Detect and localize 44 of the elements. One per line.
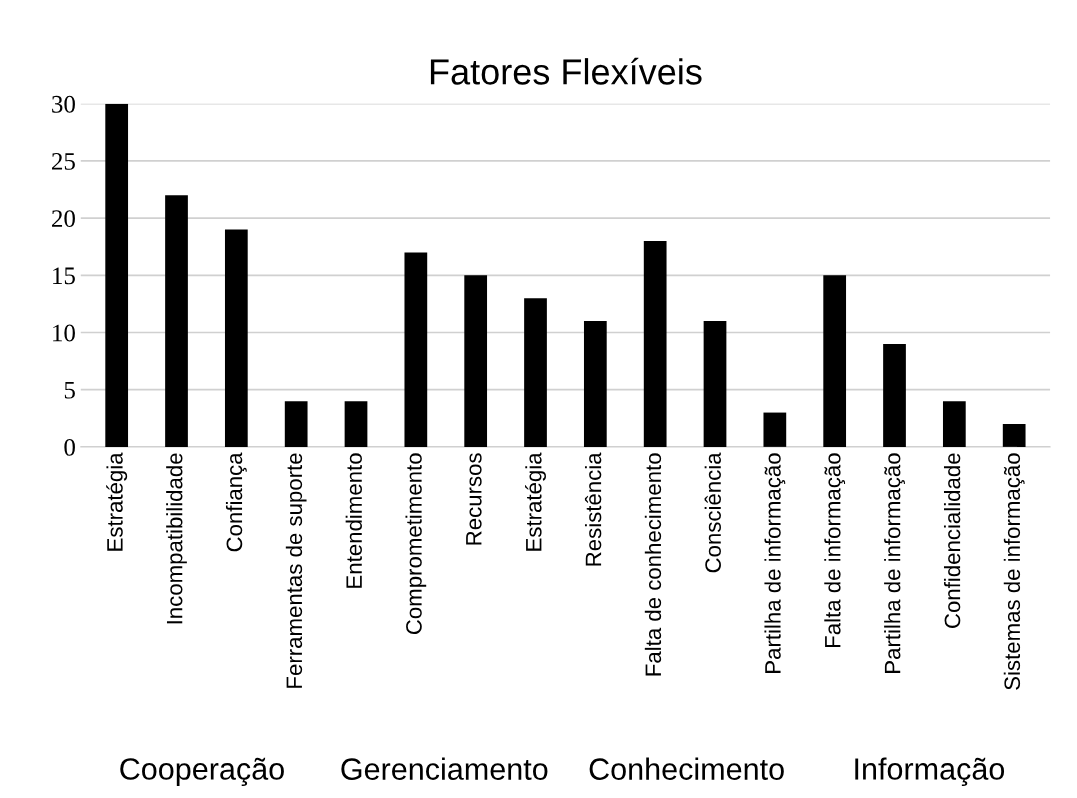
y-tick-label: 20 [52,210,75,228]
x-tick-label: Comprometimento [405,453,427,635]
bar [763,412,787,447]
bar [404,252,428,447]
x-tick-label: Falta de informação [824,453,846,647]
y-tick-label: 30 [52,95,75,113]
bar [942,401,966,447]
y-tick-label: 10 [53,324,75,342]
bar [224,229,248,447]
x-tick-label: Recursos [466,453,482,545]
x-tick-label: Ferramentas de suporte [285,453,307,688]
x-tick-label: Partilha de informação [884,453,905,673]
bar [703,321,727,447]
x-tick-label: Confidencialidade [943,453,961,628]
x-tick-label: Incompatibilidade [166,453,187,624]
bar [643,241,667,447]
x-tick-label: Estratégia [525,452,546,551]
x-tick-label: Entendimento [345,453,362,588]
y-tick-label: 0 [64,438,75,456]
bar [583,321,607,447]
x-tick-label: Consciência [704,452,721,573]
bar [823,275,847,447]
text: Cooperação [120,757,284,787]
x-tick-label: Resistência [584,452,602,566]
bar [165,195,188,447]
bar [464,275,488,447]
x-tick-label: Falta de conhecimento [644,453,662,676]
x-tick-label: Confiança [225,452,247,552]
x-tick-label: Estratégia [106,452,128,551]
text: Gerenciamento [341,757,548,780]
bar [883,343,906,447]
text: Informação [855,757,1005,787]
bar [284,401,308,447]
bar [1002,424,1026,447]
y-tick-label: 15 [53,267,75,285]
y-tick-label: 25 [52,153,75,170]
chart-title: Fatores Flexíveis [430,57,702,85]
text: Conhecimento [589,757,784,780]
bar [105,103,129,447]
y-tick-label: 5 [64,381,75,399]
x-tick-label: Sistemas de informação [1003,453,1025,690]
x-tick-label: Partilha de informação [764,453,786,673]
bar [524,298,547,447]
bar [344,401,368,447]
